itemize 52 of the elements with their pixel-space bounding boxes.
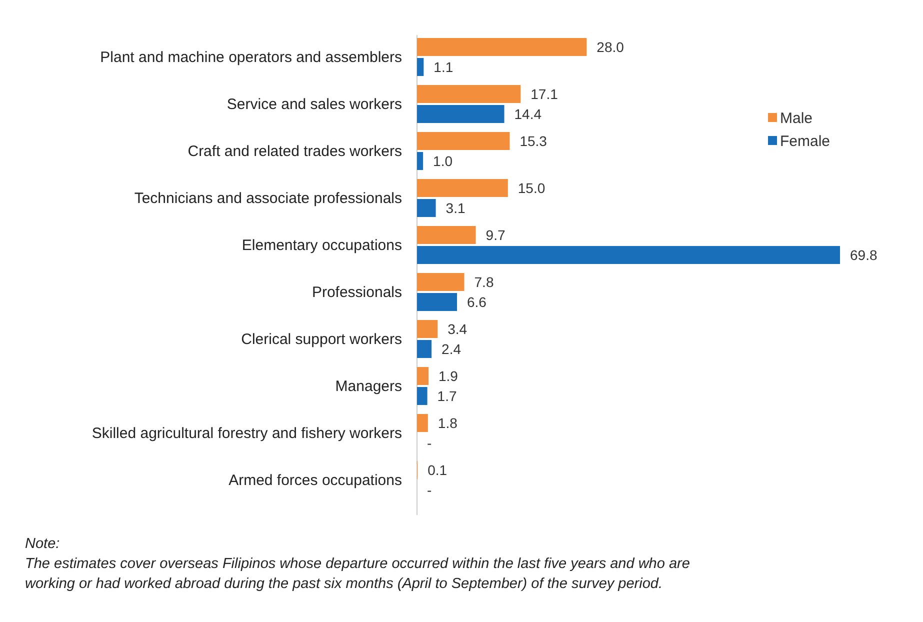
bar <box>417 246 840 264</box>
text: - <box>427 482 432 498</box>
data-label: 9.7 <box>486 227 506 243</box>
data-label: 15.0 <box>518 180 546 196</box>
data-label: 17.1 <box>530 86 558 102</box>
bar <box>417 152 424 170</box>
data-label: 7.8 <box>474 274 494 290</box>
y-tick-label: Armed forces occupations <box>228 472 402 489</box>
data-label: 28.0 <box>596 39 624 55</box>
bar <box>417 340 432 358</box>
y-tick-label: Craft and related trades workers <box>188 143 402 160</box>
data-label: 6.6 <box>466 294 487 310</box>
text: working or had worked abroad during the past six months (April to September) of the survey period. <box>25 576 663 592</box>
y-tick-label: Plant and machine operators and assemblers <box>100 49 402 66</box>
data-label: 14.4 <box>514 106 542 122</box>
legend-label: Male <box>780 110 813 127</box>
data-label: 1.9 <box>438 368 458 384</box>
text: The estimates cover overseas Filipinos whose departure occurred within the last five years and who are <box>25 556 690 572</box>
data-label: 1.7 <box>437 388 457 404</box>
bar <box>417 199 436 217</box>
y-tick-label: Managers <box>335 378 402 395</box>
bar <box>417 367 429 385</box>
bar <box>417 85 521 103</box>
bar <box>417 387 428 405</box>
bar <box>417 273 464 291</box>
bar <box>417 414 428 432</box>
data-label: 1.0 <box>433 153 453 169</box>
data-label: 15.3 <box>520 133 548 149</box>
data-label: 0.1 <box>428 462 448 478</box>
y-tick-label: Professionals <box>312 284 402 301</box>
data-label: 69.8 <box>850 247 878 263</box>
bar <box>417 293 457 311</box>
y-tick-label: Clerical support workers <box>241 331 402 348</box>
text: Note: <box>25 536 60 552</box>
bar <box>417 58 424 76</box>
bar <box>417 226 476 244</box>
data-label: 1.1 <box>434 59 454 75</box>
bar <box>417 38 587 56</box>
data-label: 2.4 <box>442 341 462 357</box>
bar <box>417 132 510 150</box>
data-label: 1.8 <box>438 415 458 431</box>
y-tick-label: Technicians and associate professionals <box>134 190 402 207</box>
y-tick-label: Service and sales workers <box>226 96 402 113</box>
y-tick-label: Elementary occupations <box>242 237 402 254</box>
data-label: 3.1 <box>446 200 466 216</box>
bar <box>417 105 504 123</box>
bar <box>417 179 508 197</box>
data-label: 3.4 <box>448 321 468 337</box>
bar <box>417 320 438 338</box>
legend-label: Female <box>780 133 830 150</box>
text: - <box>427 435 432 451</box>
y-tick-label: Skilled agricultural forestry and fishery workers <box>92 425 402 442</box>
